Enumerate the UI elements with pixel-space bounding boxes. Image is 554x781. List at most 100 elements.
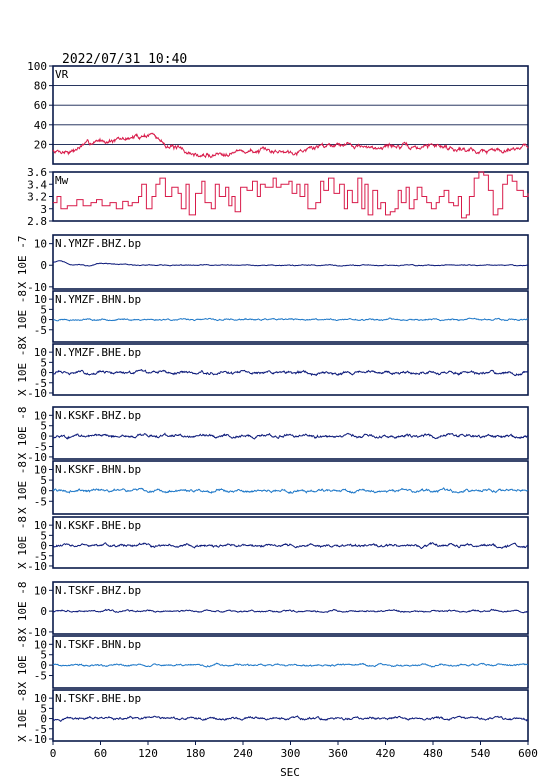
panel-label: N.KSKF.BHE.bp (55, 519, 141, 532)
panel-label: Mw (55, 174, 69, 187)
y-tick-label: 0 (40, 605, 47, 618)
panel-label: N.TSKF.BHZ.bp (55, 584, 141, 597)
series-line (52, 487, 529, 495)
series-line (52, 317, 529, 322)
y-tick-label: 10 (34, 346, 47, 359)
y-tick-label: 3.6 (27, 166, 47, 179)
x-axis-label: SEC (280, 766, 300, 779)
panel-label: N.KSKF.BHN.bp (55, 463, 141, 476)
y-tick-label: 10 (34, 692, 47, 705)
y-tick-label: -10 (27, 451, 47, 464)
y-tick-label: -10 (27, 281, 47, 294)
series-line (52, 542, 529, 550)
y-tick-label: -5 (34, 670, 47, 683)
y-tick-label: 100 (27, 60, 47, 73)
panel-label: VR (55, 68, 69, 81)
y-tick-label: 0 (40, 259, 47, 272)
timestamp-label: 2022/07/31 10:40 (62, 52, 187, 67)
y-tick-label: -5 (34, 324, 47, 337)
y-tick-label: 60 (34, 99, 47, 112)
y-tick-label: 10 (34, 584, 47, 597)
y-tick-label: 5 (40, 474, 47, 487)
x-tick-label: 0 (50, 747, 57, 760)
x-tick-label: 540 (471, 747, 491, 760)
panel-frame (52, 406, 529, 460)
y-tick-label: 5 (40, 702, 47, 715)
y-tick-label: 80 (34, 80, 47, 93)
y-tick-label: 40 (34, 119, 47, 132)
y-tick-label: 5 (40, 649, 47, 662)
series-line (52, 715, 529, 722)
series-line (53, 171, 529, 219)
series-line (52, 368, 529, 377)
y-tick-label: 10 (34, 238, 47, 251)
y-axis-label: X 10E -8 (16, 407, 29, 460)
series-line (53, 260, 529, 267)
y-axis-label: X 10E -8 (16, 290, 29, 343)
panel-label: N.YMZF.BHZ.bp (55, 237, 141, 250)
panel-frame (52, 460, 529, 515)
x-tick-label: 480 (423, 747, 443, 760)
y-tick-label: 2.8 (27, 215, 47, 228)
y-tick-label: 5 (40, 356, 47, 369)
y-tick-label: 10 (34, 409, 47, 422)
x-tick-label: 120 (138, 747, 158, 760)
y-tick-label: -5 (34, 441, 47, 454)
series-line (52, 432, 529, 440)
x-tick-label: 180 (186, 747, 206, 760)
x-tick-label: 420 (376, 747, 396, 760)
y-tick-label: 0 (40, 430, 47, 443)
y-tick-label: 0 (40, 485, 47, 498)
panel-3: -10 0 10 X 10E -7 N.YMZF.BHZ.bp (16, 234, 529, 294)
panel-label: N.YMZF.BHN.bp (55, 293, 141, 306)
y-tick-label: 10 (34, 293, 47, 306)
y-tick-label: 3 (40, 203, 47, 216)
y-tick-label: 3.2 (27, 191, 47, 204)
panel-1: 20 40 60 80 100 VR (27, 60, 529, 165)
panel-frame (52, 290, 529, 343)
y-tick-label: -10 (27, 626, 47, 639)
panel-label: N.TSKF.BHE.bp (55, 692, 141, 705)
panel-label: N.YMZF.BHE.bp (55, 346, 141, 359)
y-tick-label: -5 (34, 723, 47, 736)
y-tick-label: 0 (40, 540, 47, 553)
y-tick-label: -5 (34, 495, 47, 508)
panel-frame (52, 65, 529, 165)
y-tick-label: 0 (40, 314, 47, 327)
panel-frame (52, 171, 529, 222)
y-axis-label: X 10E -7 (16, 236, 29, 289)
y-tick-label: 0 (40, 713, 47, 726)
y-axis-label: X 10E -8 (16, 343, 29, 396)
panel-label: N.TSKF.BHN.bp (55, 638, 141, 651)
y-tick-label: 5 (40, 303, 47, 316)
y-axis-label: X 10E -8 (16, 582, 29, 635)
x-tick-label: 240 (233, 747, 253, 760)
x-axis: 0 60 120 180 240 300 360 420 480 540 600 (50, 741, 538, 760)
y-tick-label: 10 (34, 519, 47, 532)
x-tick-label: 60 (94, 747, 107, 760)
y-tick-label: 3.4 (27, 178, 47, 191)
y-tick-label: 5 (40, 529, 47, 542)
x-tick-label: 600 (518, 747, 538, 760)
y-tick-label: -10 (27, 733, 47, 746)
series-line (52, 662, 528, 668)
y-tick-label: 0 (40, 367, 47, 380)
y-tick-label: 10 (34, 638, 47, 651)
y-tick-label: -5 (34, 377, 47, 390)
panel-frame (52, 343, 529, 396)
series-line (52, 608, 529, 614)
panel-frame (52, 635, 529, 689)
y-tick-label: -10 (27, 387, 47, 400)
x-tick-label: 300 (281, 747, 301, 760)
panel-9: -10 0 10 X 10E -8 N.TSKF.BHZ.bp (16, 581, 529, 639)
y-tick-label: -10 (27, 560, 47, 573)
panel-frame (52, 689, 529, 742)
